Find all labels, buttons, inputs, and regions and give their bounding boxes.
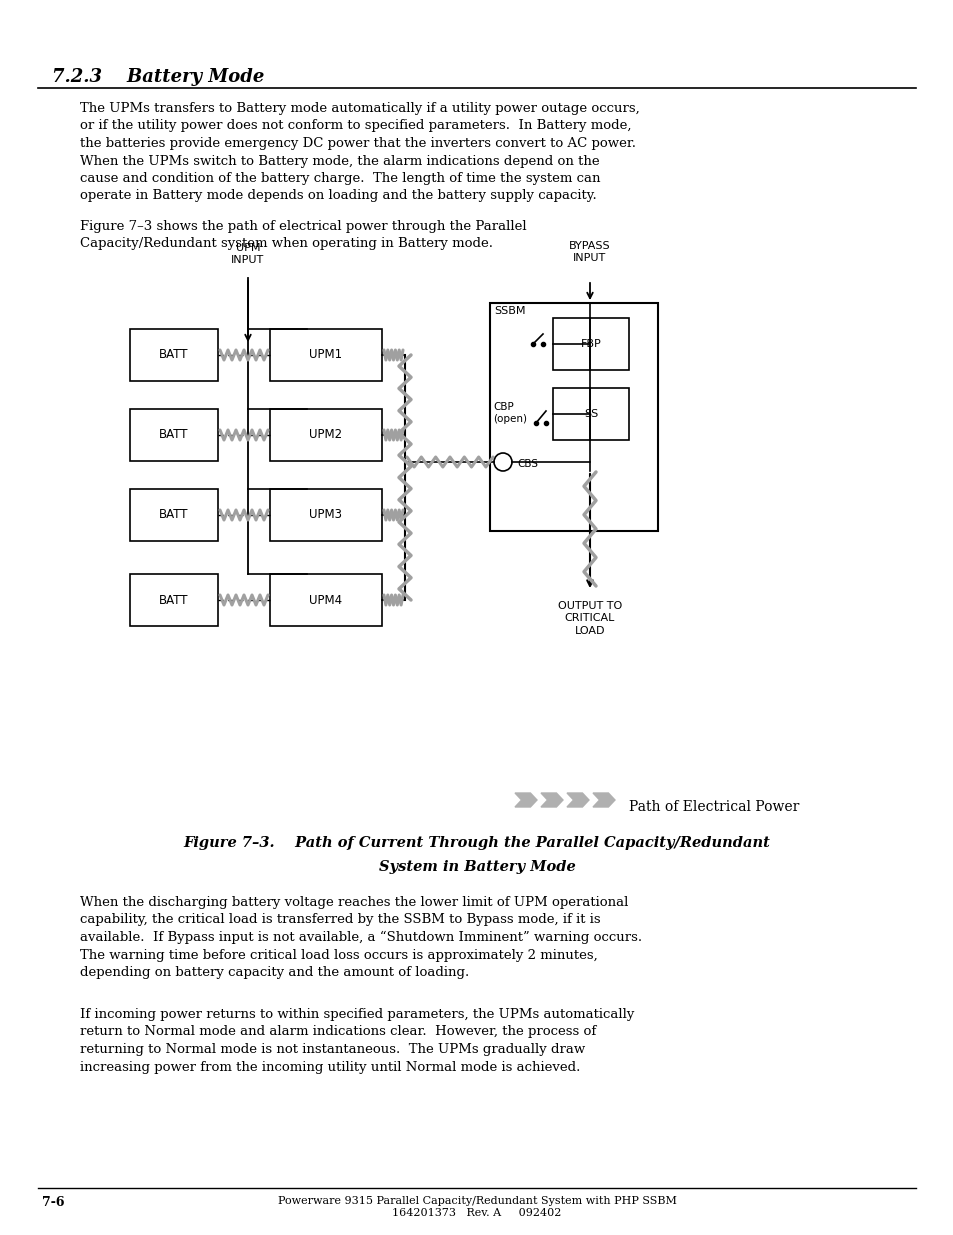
Bar (270, 329, 381, 382)
Text: 7.2.3    Battery Mode: 7.2.3 Battery Mode (52, 68, 264, 86)
Text: Powerware 9315 Parallel Capacity/Redundant System with PHP SSBM
164201373   Rev.: Powerware 9315 Parallel Capacity/Redunda… (277, 1195, 676, 1219)
Text: SS: SS (583, 409, 598, 419)
Polygon shape (593, 793, 615, 806)
Bar (553, 388, 628, 440)
Polygon shape (540, 793, 562, 806)
Text: BATT: BATT (159, 429, 189, 441)
Text: UPM3: UPM3 (309, 509, 342, 521)
Text: FBP: FBP (580, 338, 600, 350)
Text: Figure 7–3 shows the path of electrical power through the Parallel
Capacity/Redu: Figure 7–3 shows the path of electrical … (80, 220, 526, 251)
Text: When the discharging battery voltage reaches the lower limit of UPM operational
: When the discharging battery voltage rea… (80, 897, 641, 979)
Bar (270, 489, 381, 541)
Polygon shape (566, 793, 588, 806)
Bar (130, 574, 218, 626)
Bar (553, 317, 628, 370)
Polygon shape (515, 793, 537, 806)
Bar (270, 409, 381, 461)
Text: BATT: BATT (159, 348, 189, 362)
Text: If incoming power returns to within specified parameters, the UPMs automatically: If incoming power returns to within spec… (80, 1008, 634, 1073)
Text: UPM
INPUT: UPM INPUT (232, 243, 264, 266)
Text: BATT: BATT (159, 594, 189, 606)
Bar (130, 409, 218, 461)
Bar (130, 329, 218, 382)
Text: UPM4: UPM4 (309, 594, 342, 606)
Text: BYPASS
INPUT: BYPASS INPUT (569, 241, 610, 263)
Text: CBS: CBS (517, 459, 537, 469)
Text: OUTPUT TO
CRITICAL
LOAD: OUTPUT TO CRITICAL LOAD (558, 601, 621, 636)
Bar (130, 489, 218, 541)
Bar (270, 574, 381, 626)
Text: UPM2: UPM2 (309, 429, 342, 441)
Text: SSBM: SSBM (494, 306, 525, 316)
Text: System in Battery Mode: System in Battery Mode (378, 860, 575, 874)
Text: The UPMs transfers to Battery mode automatically if a utility power outage occur: The UPMs transfers to Battery mode autom… (80, 103, 639, 203)
Text: Figure 7–3.    Path of Current Through the Parallel Capacity/Redundant: Figure 7–3. Path of Current Through the … (183, 836, 770, 850)
Text: BATT: BATT (159, 509, 189, 521)
Text: Path of Electrical Power: Path of Electrical Power (628, 800, 799, 814)
Text: 7-6: 7-6 (42, 1195, 65, 1209)
Text: CBP
(open): CBP (open) (493, 403, 526, 424)
Text: UPM1: UPM1 (309, 348, 342, 362)
Bar (490, 303, 658, 531)
